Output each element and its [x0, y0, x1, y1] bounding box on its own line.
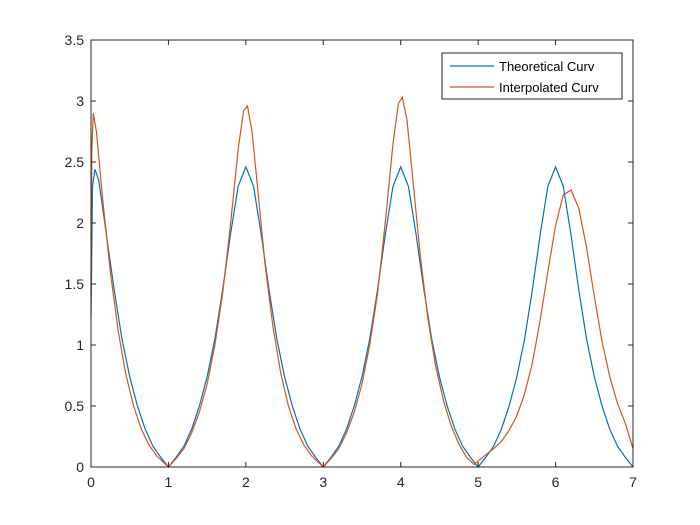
series-line-2: [90, 95, 634, 468]
x-tick-label: 6: [552, 474, 560, 490]
x-tick-label: 5: [474, 474, 482, 490]
legend-label-1: Theoretical Curv: [499, 59, 595, 74]
x-tick-label: 4: [397, 474, 405, 490]
y-tick-label: 1: [76, 337, 84, 353]
x-tick-label: 2: [242, 474, 250, 490]
y-tick-label: 0.5: [65, 398, 85, 414]
ticks-layer: 0 1 2 3 4 5 6 7 0 0.5 1 1.5 2 2.5 3 3.5: [65, 32, 638, 490]
x-tick-label: 1: [165, 474, 173, 490]
x-tick-label: 0: [87, 474, 95, 490]
plot-area: [91, 40, 633, 467]
x-tick-label: 7: [629, 474, 637, 490]
axes-layer: [90, 39, 634, 468]
y-tick-label: 0: [76, 459, 84, 475]
x-tick-label: 3: [319, 474, 327, 490]
y-tick-label: 1.5: [65, 276, 85, 292]
y-tick-label: 3.5: [65, 32, 85, 48]
legend-box: [441, 52, 623, 100]
legend: Theoretical Curv Interpolated Curv: [441, 52, 623, 100]
legend-label-2: Interpolated Curv: [499, 80, 599, 95]
y-tick-label: 2.5: [65, 154, 85, 170]
axes-box: [90, 39, 634, 468]
y-tick-label: 2: [76, 215, 84, 231]
y-tick-label: 3: [76, 93, 84, 109]
